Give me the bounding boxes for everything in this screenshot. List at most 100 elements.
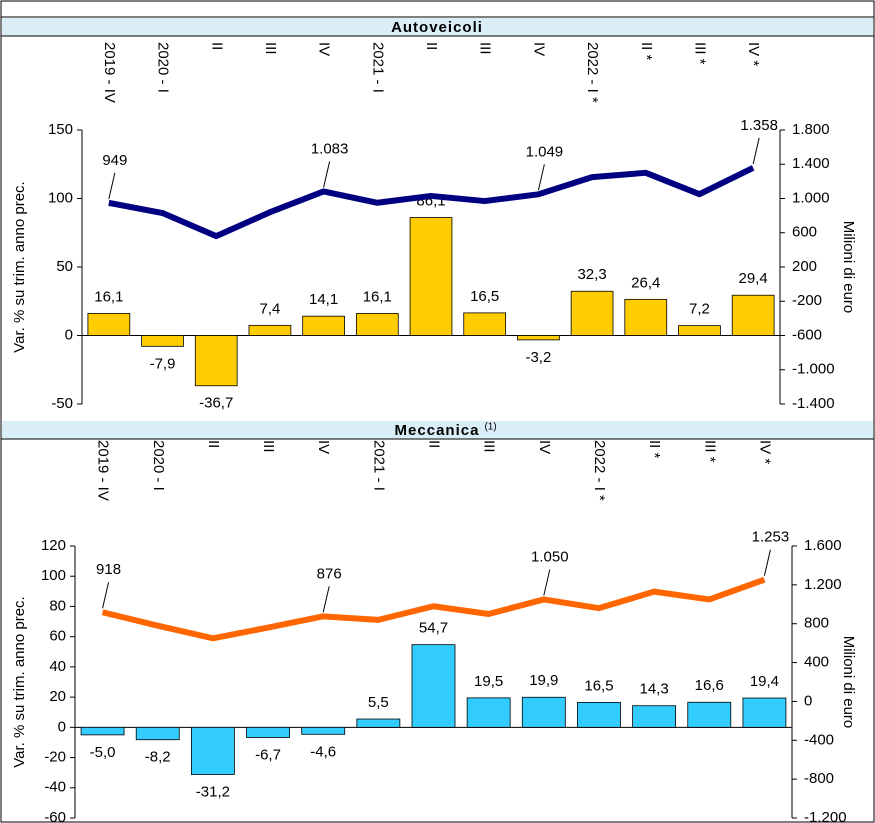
x-tick-label: IV bbox=[316, 42, 333, 56]
leader-line bbox=[322, 586, 330, 613]
y-axis-title: Var. % su trim. anno prec. bbox=[11, 181, 28, 352]
y2-tick-label: -1.000 bbox=[792, 361, 835, 378]
y-tick-label: -60 bbox=[44, 809, 66, 823]
bar-value-label: 54,7 bbox=[419, 620, 448, 637]
bar-value-label: 16,6 bbox=[695, 677, 724, 694]
bar bbox=[141, 335, 184, 347]
y-tick-label: 80 bbox=[49, 597, 66, 614]
bar bbox=[624, 298, 668, 336]
x-tick-label: III bbox=[477, 42, 494, 55]
bar bbox=[577, 702, 621, 728]
x-tick-label: II bbox=[208, 42, 225, 50]
line-series bbox=[101, 576, 766, 642]
y2-tick-label: -800 bbox=[804, 770, 834, 787]
panel-title: Autoveicoli bbox=[391, 19, 483, 36]
x-tick-label: III bbox=[260, 440, 277, 453]
y2-tick-label: 1.600 bbox=[804, 537, 842, 554]
bar bbox=[87, 313, 131, 336]
x-tick-label: II * bbox=[638, 42, 655, 61]
y-tick-label: -40 bbox=[44, 779, 66, 796]
x-tick-label: IV bbox=[536, 440, 553, 454]
y2-tick-label: -400 bbox=[804, 731, 834, 748]
x-tick-label: 2020 - I bbox=[155, 42, 172, 93]
bar bbox=[135, 726, 180, 741]
bar-value-label: -8,2 bbox=[145, 749, 171, 766]
bar bbox=[632, 705, 677, 728]
x-tick-label: 2021 - I bbox=[370, 440, 387, 491]
bar bbox=[80, 726, 125, 736]
x-tick-label: III bbox=[481, 440, 498, 453]
y-tick-label: 100 bbox=[48, 189, 73, 206]
bar-value-label: -4,6 bbox=[310, 743, 336, 760]
y-tick-label: 0 bbox=[65, 326, 73, 343]
line-value-label: 1.253 bbox=[752, 529, 790, 546]
bar bbox=[302, 315, 345, 336]
y2-tick-label: 200 bbox=[792, 258, 817, 275]
bar bbox=[356, 718, 401, 728]
title-note: (1) bbox=[484, 422, 496, 433]
y-tick-label: -20 bbox=[44, 749, 66, 766]
bar bbox=[678, 325, 721, 336]
x-tick-label: 2021 - I bbox=[369, 42, 386, 93]
line-value-label: 1.083 bbox=[311, 140, 349, 157]
line-value-label: 1.050 bbox=[531, 548, 569, 565]
bar bbox=[687, 701, 732, 728]
x-tick-label: IV bbox=[315, 440, 332, 454]
y-tick-label: -50 bbox=[51, 395, 73, 412]
bar-value-label: 19,4 bbox=[750, 673, 779, 690]
x-tick-label: IV * bbox=[756, 440, 773, 464]
y2-tick-label: 800 bbox=[804, 615, 829, 632]
y2-tick-label: 1.200 bbox=[804, 576, 842, 593]
y2-tick-label: -1.400 bbox=[792, 395, 835, 412]
panel-header bbox=[2, 421, 873, 439]
bar-value-label: 14,1 bbox=[309, 291, 338, 308]
bar-value-label: 7,4 bbox=[259, 300, 280, 317]
x-tick-label: 2019 - IV bbox=[101, 42, 118, 103]
line-value-label: 949 bbox=[102, 152, 127, 169]
x-tick-label: II * bbox=[646, 440, 663, 459]
y-tick-label: 0 bbox=[58, 718, 66, 735]
bar bbox=[248, 324, 292, 336]
bar bbox=[355, 313, 399, 336]
y-tick-label: 50 bbox=[56, 258, 73, 275]
bar bbox=[742, 697, 787, 728]
y-tick-label: 60 bbox=[49, 628, 66, 645]
bar bbox=[246, 726, 290, 738]
x-tick-label: III * bbox=[691, 42, 708, 65]
bar-value-label: 26,4 bbox=[631, 274, 660, 291]
bar-value-label: -5,0 bbox=[90, 744, 116, 761]
y2-tick-label: 400 bbox=[804, 654, 829, 671]
leader-line bbox=[752, 137, 760, 164]
bar-value-label: 19,9 bbox=[529, 672, 558, 689]
y2-axis-title: Milioni di euro bbox=[840, 221, 857, 314]
y-tick-label: 100 bbox=[41, 567, 66, 584]
y2-tick-label: 1.800 bbox=[792, 121, 830, 138]
bar-value-label: -3,2 bbox=[525, 349, 551, 366]
leader-line bbox=[543, 569, 551, 596]
y2-axis-title: Milioni di euro bbox=[840, 636, 857, 729]
bar-value-label: -31,2 bbox=[196, 783, 230, 800]
bar bbox=[409, 217, 453, 336]
x-tick-label: 2019 - IV bbox=[95, 440, 112, 501]
y-tick-label: 150 bbox=[48, 121, 73, 138]
line-value-label: 1.358 bbox=[740, 117, 778, 134]
x-tick-label: II bbox=[205, 440, 222, 448]
bar bbox=[463, 312, 507, 336]
bar-value-label: 14,3 bbox=[640, 681, 669, 698]
bar bbox=[521, 696, 566, 728]
x-tick-label: II bbox=[426, 440, 443, 448]
bar bbox=[731, 294, 775, 336]
bar bbox=[194, 335, 238, 387]
line-series bbox=[108, 165, 755, 240]
y-tick-label: 40 bbox=[49, 658, 66, 675]
x-tick-label: II bbox=[423, 42, 440, 50]
y2-tick-label: 600 bbox=[792, 224, 817, 241]
bar-value-label: 7,2 bbox=[689, 301, 710, 318]
line-value-label: 918 bbox=[96, 561, 121, 578]
bar bbox=[301, 726, 346, 735]
leader-line bbox=[102, 582, 110, 609]
leader-line bbox=[763, 549, 771, 576]
y-tick-label: 20 bbox=[49, 688, 66, 705]
bar-value-label: -36,7 bbox=[199, 395, 233, 412]
